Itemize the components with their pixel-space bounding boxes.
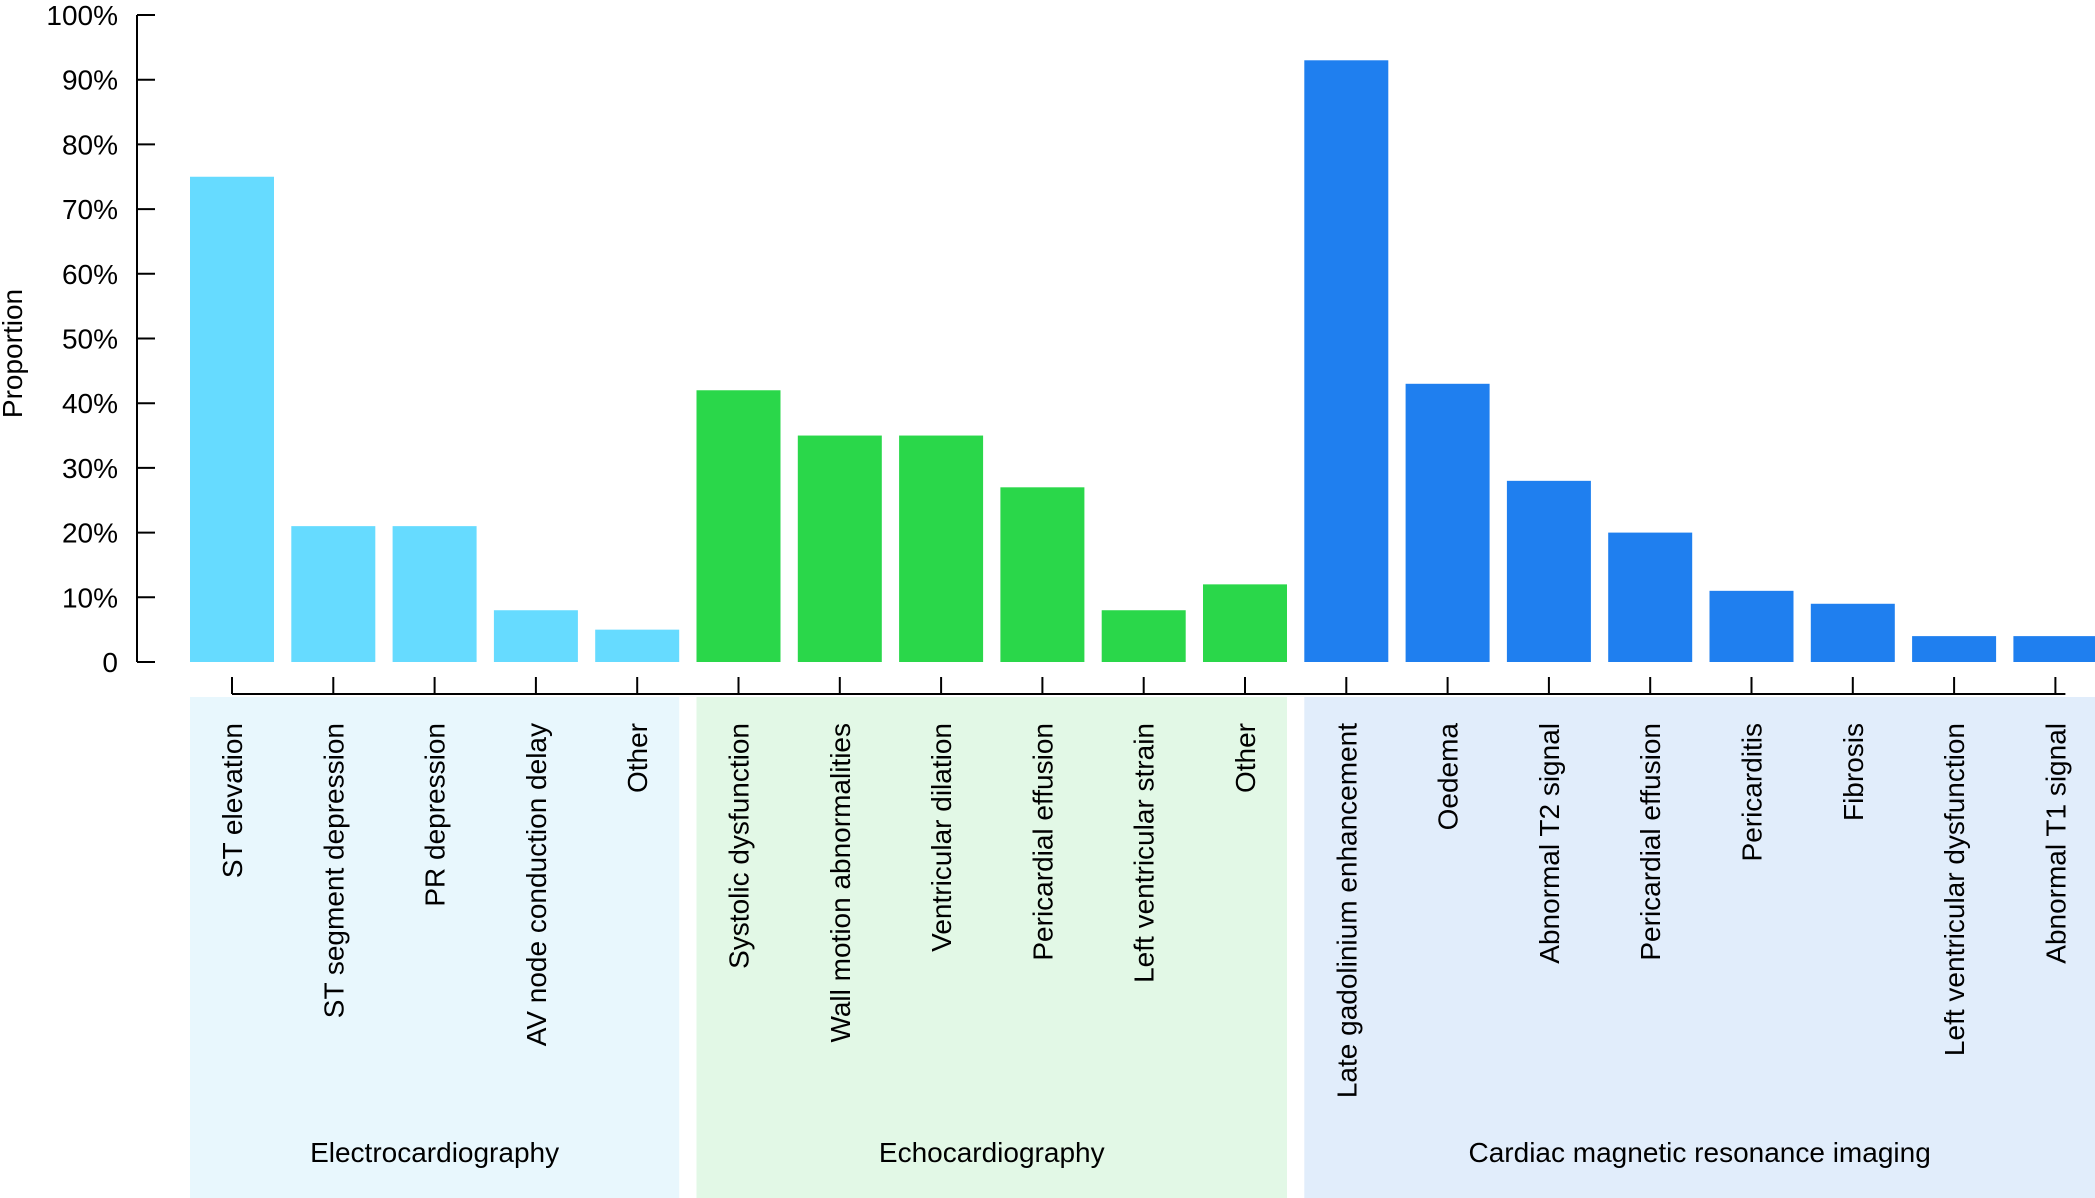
bar [1101,610,1186,662]
category-label: PR depression [420,723,451,907]
bar [190,176,274,662]
y-tick-label: 10% [62,582,118,613]
category-label: Fibrosis [1838,723,1869,821]
y-tick-label: 0 [102,647,118,678]
bar [899,435,984,662]
category-labels: ST elevation ST segment depression PR depr… [217,723,2071,1099]
group-panel [1304,697,2095,1198]
bar [1810,603,1895,662]
category-label: Pericarditis [1737,723,1768,861]
y-tick-label: 70% [62,194,118,225]
y-tick-label: 30% [62,453,118,484]
y-tick-label: 90% [62,65,118,96]
category-label: Wall motion abnormalities [825,723,856,1043]
y-tick-label: 80% [62,129,118,160]
y-tick-label: 20% [62,518,118,549]
category-label: Systolic dysfunction [724,723,755,969]
category-label: Pericardial effusion [1027,723,1058,961]
y-tick-label: 40% [62,388,118,419]
bar [1304,60,1389,663]
category-label: Late gadolinium enhancement [1331,723,1362,1098]
bars [190,60,2095,663]
bar [1506,480,1591,662]
bar [696,390,781,662]
bar [291,526,376,662]
category-label: ST segment depression [318,723,349,1018]
bar [392,526,477,662]
bar [1912,636,1997,662]
bar [493,610,578,662]
group-labels: Electrocardiography Echocardiography Cardi… [310,1137,1931,1168]
bar [1000,487,1085,662]
y-tick-label: 100% [46,0,118,31]
bar [797,435,882,662]
y-axis-title: Proportion [0,289,28,418]
category-label: Left ventricular strain [1129,723,1160,983]
group-label: Cardiac magnetic resonance imaging [1469,1137,1931,1168]
group-panel [190,697,680,1198]
group-panels [190,697,2095,1198]
category-label: Abnormal T1 signal [2040,723,2071,964]
y-axis: 0 10% 20% 30% 40% 50% 60% 70% 80% 90% 100% [46,0,155,678]
group-panel [696,697,1287,1198]
category-label: Abnormal T2 signal [1534,723,1565,964]
bar [1709,590,1794,662]
x-axis [231,677,2066,695]
bar [1608,532,1693,662]
category-label: Pericardial effusion [1635,723,1666,961]
group-label: Electrocardiography [310,1137,559,1168]
category-label: Other [1230,723,1261,793]
category-label: Left ventricular dysfunction [1939,723,1970,1056]
bar [2013,636,2095,662]
bar [595,629,680,662]
category-label: AV node conduction delay [521,723,552,1046]
category-label: Other [622,723,653,793]
bar [1405,383,1490,662]
y-tick-label: 50% [62,324,118,355]
category-label: Ventricular dilation [926,723,957,952]
bar [1203,584,1287,662]
category-label: Oedema [1433,723,1464,831]
category-label: ST elevation [217,723,248,878]
y-tick-label: 60% [62,259,118,290]
group-label: Echocardiography [879,1137,1105,1168]
